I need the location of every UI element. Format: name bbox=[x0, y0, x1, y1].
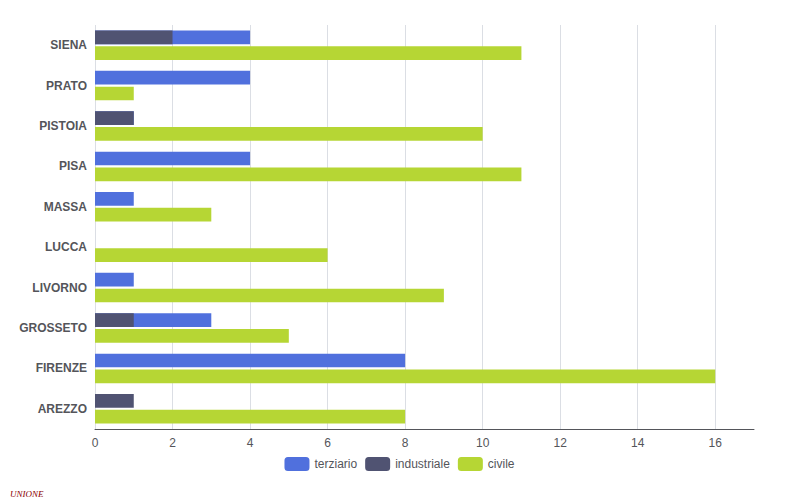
svg-text:FIRENZE: FIRENZE bbox=[36, 361, 87, 375]
svg-text:8: 8 bbox=[402, 436, 409, 450]
svg-text:PRATO: PRATO bbox=[46, 79, 87, 93]
svg-text:terziario: terziario bbox=[314, 457, 357, 471]
svg-text:16: 16 bbox=[709, 436, 723, 450]
svg-text:14: 14 bbox=[631, 436, 645, 450]
svg-text:MASSA: MASSA bbox=[44, 200, 88, 214]
svg-text:LIVORNO: LIVORNO bbox=[32, 281, 87, 295]
svg-text:PISA: PISA bbox=[59, 159, 87, 173]
svg-text:industriale: industriale bbox=[395, 457, 450, 471]
svg-text:10: 10 bbox=[476, 436, 490, 450]
svg-text:2: 2 bbox=[169, 436, 176, 450]
svg-text:SIENA: SIENA bbox=[50, 38, 87, 52]
svg-text:6: 6 bbox=[324, 436, 331, 450]
svg-text:GROSSETO: GROSSETO bbox=[19, 321, 87, 335]
svg-text:UNIONE: UNIONE bbox=[10, 489, 44, 499]
svg-text:4: 4 bbox=[247, 436, 254, 450]
svg-text:AREZZO: AREZZO bbox=[38, 402, 87, 416]
svg-text:PISTOIA: PISTOIA bbox=[39, 119, 87, 133]
svg-text:LUCCA: LUCCA bbox=[45, 240, 87, 254]
svg-text:12: 12 bbox=[553, 436, 567, 450]
svg-text:0: 0 bbox=[92, 436, 99, 450]
svg-text:civile: civile bbox=[488, 457, 515, 471]
